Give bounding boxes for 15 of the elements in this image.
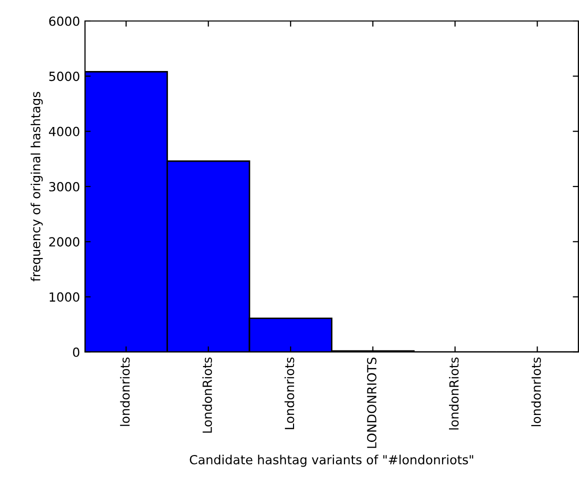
y-tick-label: 6000 (49, 16, 80, 26)
y-axis-title: frequency of original hashtags (30, 92, 43, 282)
x-tick-label: londonriots (120, 357, 130, 426)
y-tick-label: 1000 (50, 292, 80, 302)
y-tick-label: 3000 (49, 182, 80, 192)
y-tick-label: 5000 (49, 72, 80, 82)
x-tick-label: londonRiots (449, 357, 459, 430)
x-tick-label: londonrIots (531, 357, 541, 426)
x-tick-label: Londonriots (284, 357, 294, 430)
x-axis-title: Candidate hashtag variants of "#londonriots" (190, 454, 474, 467)
x-tick-label: LONDONRIOTS (367, 358, 376, 448)
y-tick-label: 2000 (49, 237, 80, 247)
y-tick-label: 0 (73, 347, 80, 357)
x-tick-label: LondonRiots (202, 357, 212, 433)
y-tick-label: 4000 (48, 126, 80, 136)
